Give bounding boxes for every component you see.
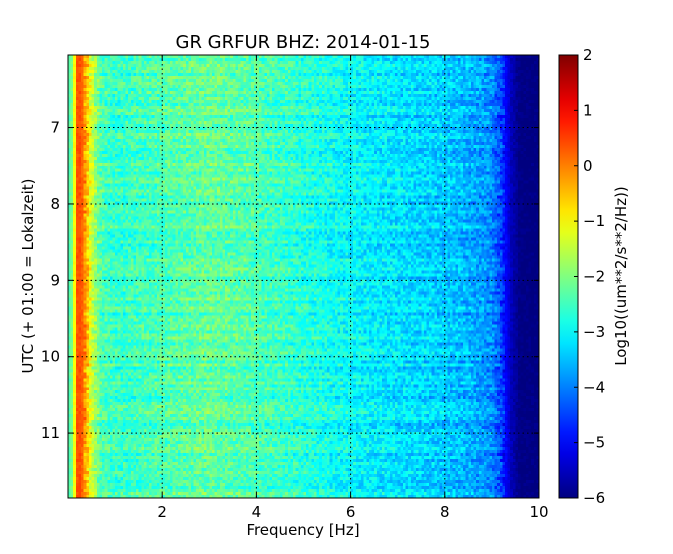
spectrogram-image — [68, 55, 539, 498]
x-axis-label: Frequency [Hz] — [246, 521, 359, 539]
colorbar-tick-label: −3 — [583, 323, 605, 341]
colorbar-tick-label: 2 — [583, 46, 593, 64]
y-tick-label: 8 — [50, 195, 60, 213]
chart-title: GR GRFUR BHZ: 2014-01-15 — [176, 32, 431, 53]
colorbar-tick-label: 0 — [583, 157, 593, 175]
y-tick-label: 7 — [50, 119, 60, 137]
x-tick-label: 2 — [157, 503, 167, 521]
y-tick-label: 9 — [50, 271, 60, 289]
colorbar-tick-label: 1 — [583, 101, 593, 119]
colorbar-label: Log10((um**2/s**2/Hz)) — [612, 186, 630, 366]
x-tick-label: 10 — [529, 503, 548, 521]
colorbar: 2 1 0 −1 −2 −3 −4 −5 −6 — [558, 46, 605, 507]
y-tick-label: 11 — [41, 424, 60, 442]
y-axis-label: UTC (+ 01:00 = Lokalzeit) — [19, 178, 37, 373]
colorbar-tick-label: −6 — [583, 489, 605, 507]
colorbar-tick-label: −2 — [583, 268, 605, 286]
colorbar-gradient — [559, 55, 578, 498]
colorbar-tick-label: −1 — [583, 212, 605, 230]
plot-frame — [67, 54, 540, 499]
x-tick-label: 8 — [440, 503, 450, 521]
x-tick-label: 4 — [252, 503, 262, 521]
x-tick-label: 6 — [346, 503, 356, 521]
colorbar-tick-label: −5 — [583, 434, 605, 452]
axes: 2 4 6 8 10 7 8 9 10 11 — [41, 54, 549, 521]
colorbar-tick-label: −4 — [583, 378, 605, 396]
plot-area — [68, 55, 539, 498]
y-tick-label: 10 — [41, 348, 60, 366]
